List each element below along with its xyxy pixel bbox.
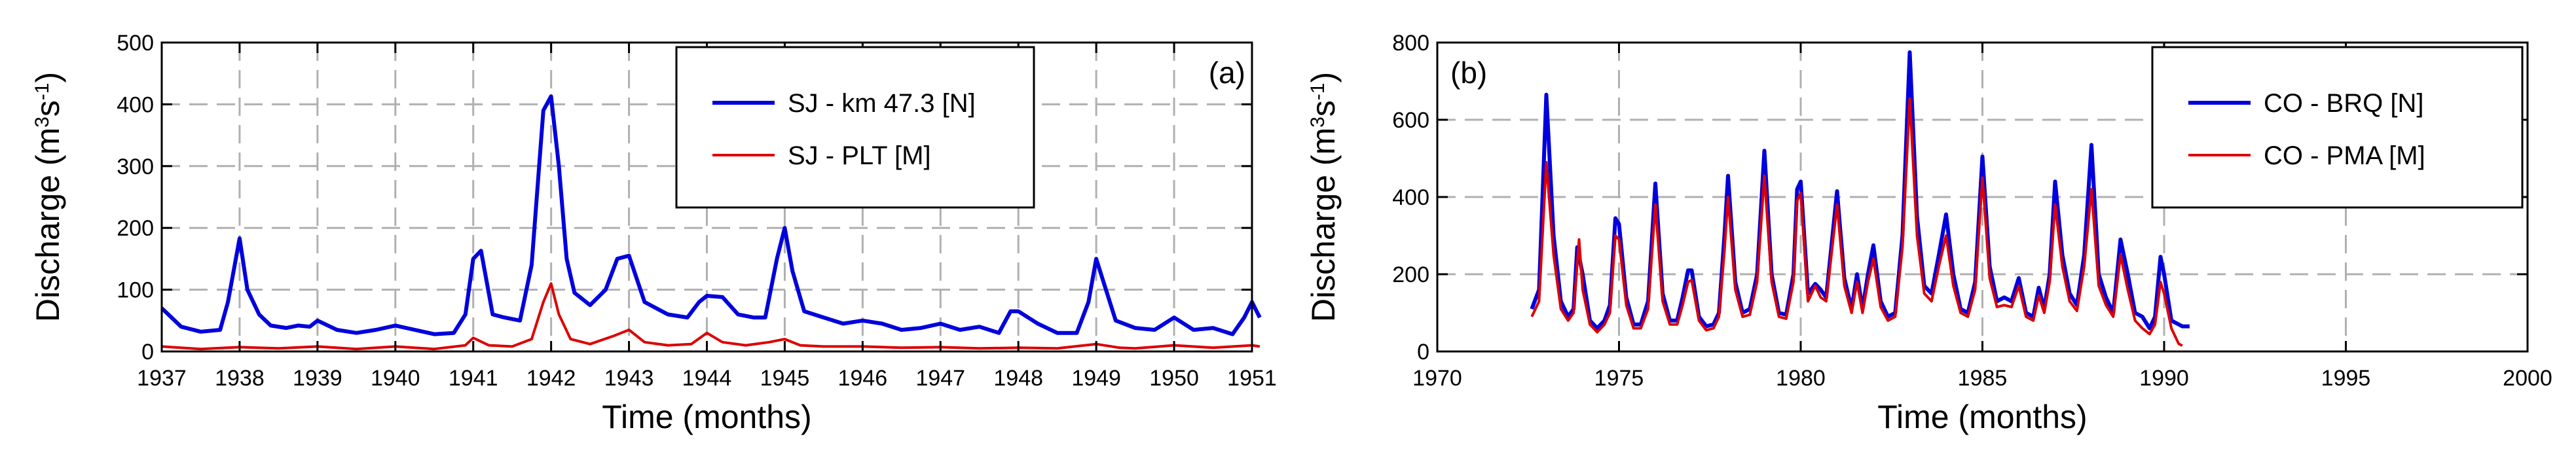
legend-box — [675, 46, 1035, 209]
x-tick-label: 1950 — [1149, 366, 1199, 391]
x-axis-label: Time (months) — [1877, 399, 2087, 435]
x-tick-label: 1948 — [993, 366, 1043, 391]
x-tick-label: 2000 — [2503, 366, 2552, 391]
y-axis-label-part: Discharge (m — [29, 128, 66, 322]
legend-label-2: CO - PMA [M] — [2264, 141, 2425, 170]
legend-label-1: CO - BRQ [N] — [2264, 89, 2423, 118]
x-axis-label: Time (months) — [602, 399, 811, 435]
x-tick-label: 1949 — [1071, 366, 1121, 391]
x-tick-label: 1990 — [2139, 366, 2189, 391]
y-tick-label: 500 — [117, 31, 154, 56]
x-tick-label: 1980 — [1776, 366, 1826, 391]
x-tick-label: 1944 — [682, 366, 732, 391]
y-axis-label: Discharge (m3s-1) — [1305, 72, 1342, 322]
x-tick-label: 1970 — [1412, 366, 1462, 391]
x-tick-label: 1940 — [371, 366, 420, 391]
panel-label: (b) — [1450, 56, 1487, 90]
y-tick-label: 0 — [1417, 340, 1429, 365]
y-axis-label-superscript: -1 — [1307, 82, 1329, 100]
y-axis-label-superscript: 3 — [1307, 116, 1329, 128]
y-tick-label: 400 — [117, 92, 154, 117]
y-tick-label: 0 — [141, 340, 154, 365]
y-tick-label: 200 — [117, 216, 154, 241]
x-tick-label: 1945 — [760, 366, 810, 391]
x-tick-label: 1975 — [1594, 366, 1644, 391]
y-axis-label-part: ) — [29, 72, 66, 83]
x-tick-label: 1939 — [293, 366, 342, 391]
y-tick-label: 300 — [117, 154, 154, 179]
y-tick-label: 600 — [1392, 108, 1429, 133]
x-tick-label: 1985 — [1958, 366, 2008, 391]
panel-b: 1970 1975 1980 1985 1990 1995 2000 0 200 400 600 80… — [1305, 31, 2552, 435]
y-tick-label: 100 — [117, 278, 154, 303]
y-axis-label-superscript: -1 — [31, 82, 53, 100]
x-tick-label: 1995 — [2321, 366, 2371, 391]
series-line-2 — [1530, 97, 2183, 347]
series-line-2 — [161, 282, 1260, 351]
y-axis-label-superscript: 3 — [31, 116, 53, 128]
y-axis-label-part: Discharge (m — [1305, 128, 1342, 322]
y-tick-label: 400 — [1392, 185, 1429, 210]
x-tick-label: 1938 — [215, 366, 265, 391]
y-tick-label: 200 — [1392, 262, 1429, 287]
y-tick-label: 800 — [1392, 31, 1429, 56]
y-axis-label-part: s — [1305, 100, 1342, 116]
x-tick-label: 1942 — [526, 366, 576, 391]
y-axis-label-part: ) — [1305, 72, 1342, 83]
x-tick-label: 1947 — [915, 366, 965, 391]
legend-label-2: SJ - PLT [M] — [788, 141, 931, 170]
panel-a: 1937 1938 1939 1940 1941 1942 1943 1944 1945 1946… — [29, 31, 1277, 435]
x-tick-label: 1943 — [604, 366, 654, 391]
x-tick-label: 1941 — [449, 366, 498, 391]
panel-label: (a) — [1209, 56, 1245, 90]
x-tick-label: 1951 — [1227, 366, 1277, 391]
x-tick-label: 1937 — [137, 366, 187, 391]
series-line-1 — [160, 94, 1262, 336]
y-axis-label-part: s — [29, 100, 66, 116]
x-tick-label: 1946 — [838, 366, 888, 391]
legend-box — [2151, 46, 2524, 209]
y-axis-label: Discharge (m3s-1) — [29, 72, 66, 322]
legend-label-1: SJ - km 47.3 [N] — [788, 89, 976, 118]
